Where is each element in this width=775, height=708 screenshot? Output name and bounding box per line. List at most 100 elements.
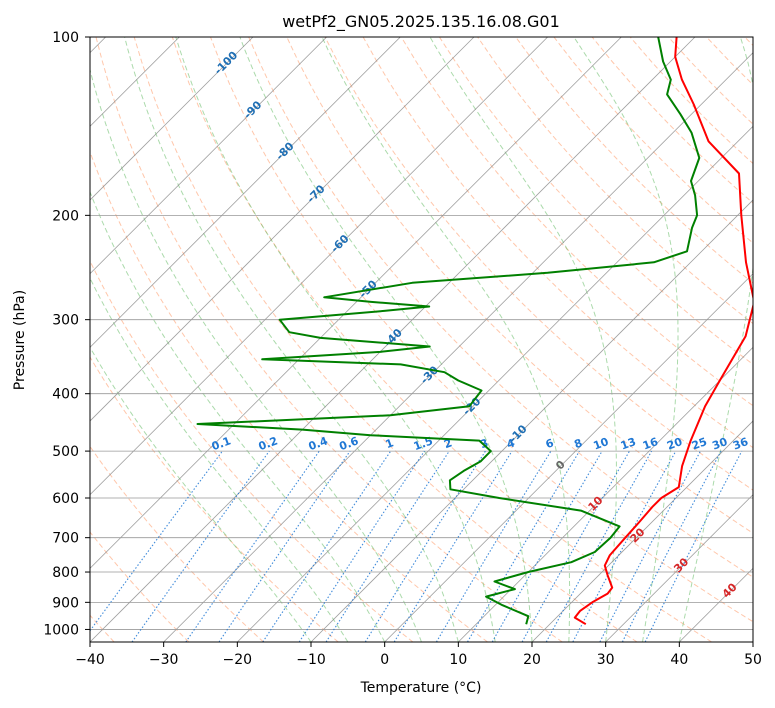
x-tick-label: 50 xyxy=(744,652,762,668)
x-tick-label: 0 xyxy=(380,652,389,668)
dry-adiabat xyxy=(95,37,563,642)
mixing-ratio-label: 16 xyxy=(641,435,660,453)
x-tick-label: −10 xyxy=(296,652,326,668)
plot-background xyxy=(90,37,753,642)
moist-adiabat xyxy=(90,67,422,642)
dry-adiabat xyxy=(324,37,753,491)
moist-adiabat xyxy=(175,37,496,642)
x-tick-label: −40 xyxy=(75,652,105,668)
mixing-ratio-line xyxy=(364,450,486,642)
isotherm-line xyxy=(531,420,753,642)
isotherm-line xyxy=(90,37,327,275)
mixing-ratio-label: 6 xyxy=(544,436,556,451)
y-tick-label: 800 xyxy=(52,565,79,581)
mixing-ratio-line xyxy=(621,450,722,642)
profile-lines xyxy=(196,37,753,626)
mixing-ratio-line xyxy=(218,450,351,642)
isotherm-line xyxy=(237,125,753,642)
dry-adiabat xyxy=(438,37,753,366)
isotherm-line xyxy=(310,199,753,642)
mixing-ratio-label: 0.6 xyxy=(338,434,361,453)
x-tick-label: −20 xyxy=(223,652,253,668)
y-tick-label: 400 xyxy=(52,387,79,403)
mixing-ratio-label: 13 xyxy=(619,435,638,452)
mixing-ratio-label: 1 xyxy=(384,436,396,451)
isotherm-line xyxy=(90,37,696,642)
isotherm-line xyxy=(90,37,401,348)
background-lines xyxy=(90,37,753,642)
mixing-ratio-line xyxy=(644,450,743,642)
moist-adiabat xyxy=(90,277,349,642)
dry-adiabat xyxy=(90,356,339,642)
mixing-ratio-line xyxy=(131,450,270,642)
isotherm-line xyxy=(90,37,622,569)
temperature-profile xyxy=(573,37,753,626)
y-tick-label: 700 xyxy=(52,531,79,547)
dry-adiabat xyxy=(171,37,712,642)
moist-adiabat xyxy=(124,37,459,642)
dry-adiabat xyxy=(133,37,638,642)
chart-title: wetPf2_GN05.2025.135.16.08.G01 xyxy=(282,12,560,32)
mixing-ratio-line xyxy=(90,450,223,632)
moist-adiabat xyxy=(321,37,571,642)
mixing-ratio-line xyxy=(572,450,677,642)
isotherm-line xyxy=(384,273,753,642)
mixing-ratio-line xyxy=(185,450,320,642)
mixing-ratio-label: 2 xyxy=(442,436,454,451)
plot-frame xyxy=(89,36,754,643)
x-tick-label: 40 xyxy=(670,652,688,668)
x-tick-label: −30 xyxy=(149,652,179,668)
mixing-ratio-label: 10 xyxy=(592,435,611,453)
moist-adiabat xyxy=(678,37,753,642)
y-tick-label: 200 xyxy=(52,208,79,224)
mixing-ratio-label: 0.1 xyxy=(210,434,233,453)
mixing-ratio-line xyxy=(393,450,513,642)
mixing-ratio-line xyxy=(325,450,450,642)
y-tick-label: 900 xyxy=(52,595,79,611)
mixing-ratio-line xyxy=(521,450,630,642)
mixing-ratio-label: 30 xyxy=(710,435,729,453)
moist-adiabat xyxy=(573,37,679,642)
y-tick-label: 100 xyxy=(52,30,79,46)
mixing-ratio-label: 25 xyxy=(690,435,709,452)
dry-adiabat xyxy=(248,37,753,578)
x-tick-label: 20 xyxy=(523,652,541,668)
mixing-ratio-label: 20 xyxy=(665,435,684,453)
mixing-ratio-line xyxy=(599,450,701,642)
x-tick-label: 30 xyxy=(597,652,615,668)
axis-ticks: −40 −30 −20 −10 0 10 20 30 40 5010020030040050060… xyxy=(43,30,762,668)
y-axis-label: Pressure (hPa) xyxy=(12,290,28,390)
mixing-ratio-line xyxy=(298,450,425,642)
y-tick-label: 300 xyxy=(52,313,79,329)
mixing-ratio-label: 0.4 xyxy=(307,434,330,453)
isotherm-line xyxy=(90,37,548,496)
dry-adiabat xyxy=(90,531,190,642)
isotherm-line xyxy=(90,37,475,422)
moist-adiabat xyxy=(90,190,386,642)
dry-adiabat xyxy=(90,150,488,642)
dry-adiabat xyxy=(90,445,264,642)
isotherm-line xyxy=(163,52,753,642)
mixing-ratio-line xyxy=(435,450,552,642)
mixing-ratio-label: 0.2 xyxy=(257,434,280,453)
x-tick-label: 10 xyxy=(449,652,467,668)
mixing-ratio-label: 36 xyxy=(731,435,750,453)
mixing-ratio-label: 4 xyxy=(505,436,517,451)
mixing-ratio-line xyxy=(262,450,392,642)
mixing-ratio-label: 8 xyxy=(572,436,584,451)
dewpoint-profile xyxy=(196,37,701,625)
isotherm-line xyxy=(90,37,254,201)
isotherm-line xyxy=(752,641,753,642)
dry-adiabat xyxy=(210,37,753,623)
y-tick-label: 600 xyxy=(52,491,79,507)
dry-adiabat xyxy=(400,37,753,407)
y-tick-label: 500 xyxy=(52,444,79,460)
isotherm-line xyxy=(605,494,753,642)
x-axis-label: Temperature (°C) xyxy=(360,680,482,696)
mixing-ratio-line xyxy=(545,450,653,642)
moist-adiabat xyxy=(429,37,617,642)
y-tick-label: 1000 xyxy=(43,622,79,638)
isotherm-line xyxy=(458,346,753,642)
moist-adiabat xyxy=(239,37,533,642)
